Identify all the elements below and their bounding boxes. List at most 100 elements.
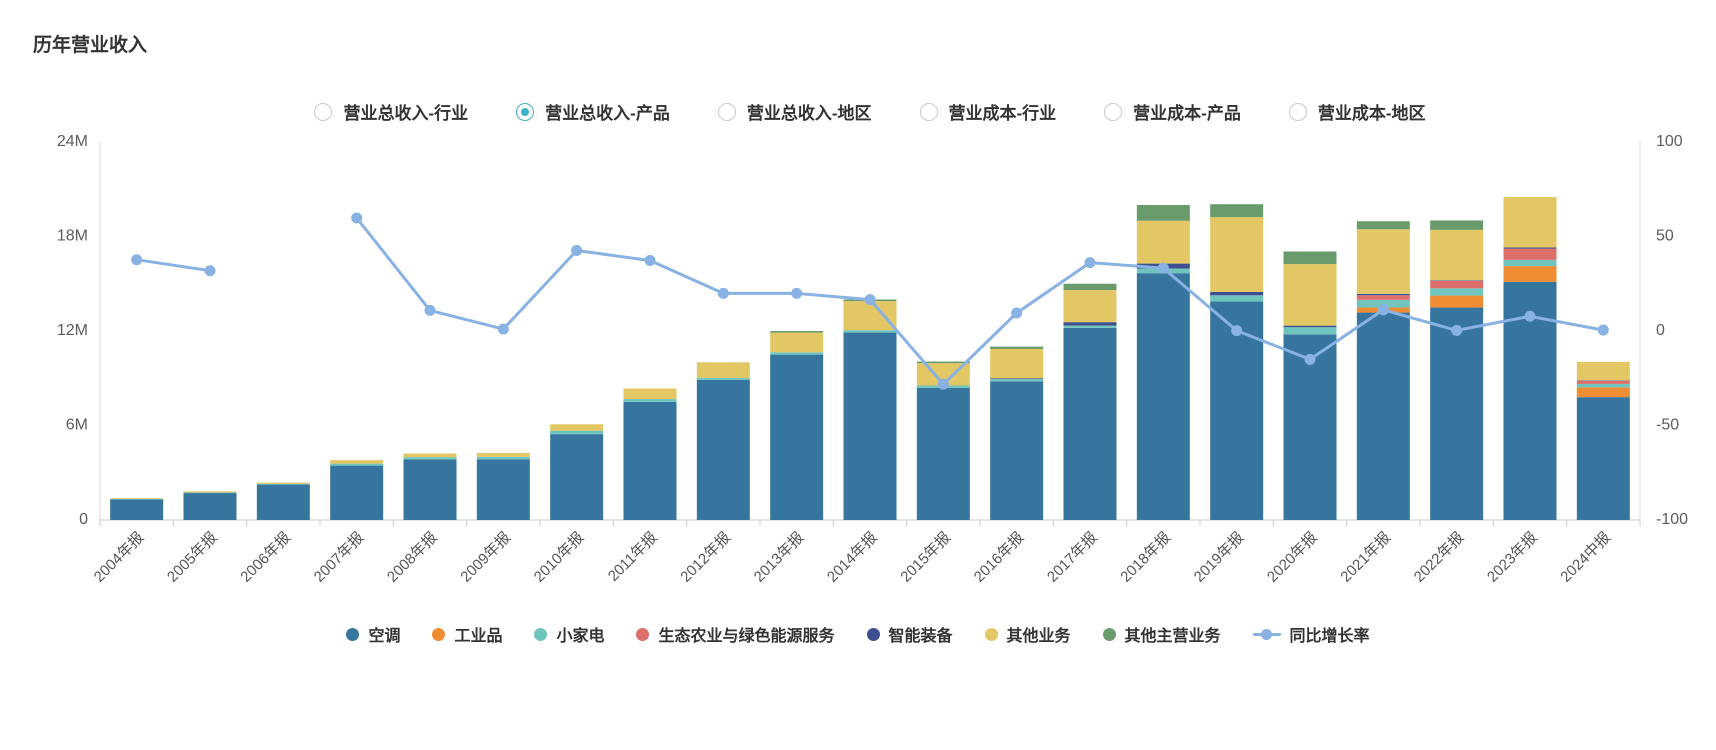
- growth-rate-point: [351, 212, 363, 224]
- bar-segment: [476, 452, 530, 457]
- x-axis-category-label: 2011年报: [605, 529, 661, 585]
- bar-segment: [110, 499, 164, 520]
- growth-rate-point: [1231, 325, 1243, 337]
- bar-segment: [916, 387, 970, 520]
- legend-swatch-icon: [346, 627, 360, 641]
- bar-segment: [1063, 325, 1117, 328]
- growth-rate-point: [571, 244, 583, 256]
- legend-label: 智能装备: [888, 628, 953, 645]
- bar-segment: [183, 492, 237, 494]
- bar-segment: [403, 459, 457, 520]
- legend-item-7[interactable]: 同比增长率: [1252, 622, 1370, 646]
- growth-rate-point: [424, 304, 436, 316]
- bar-segment: [330, 465, 384, 520]
- growth-rate-point: [1084, 257, 1096, 269]
- bar-segment: [256, 483, 310, 485]
- legend-item-1[interactable]: 工业品: [432, 622, 502, 646]
- legend-item-5[interactable]: 其他业务: [984, 622, 1071, 646]
- radio-unselected-icon[interactable]: [1104, 102, 1123, 121]
- legend-label: 空调: [368, 628, 401, 645]
- bar-segment: [330, 460, 384, 464]
- radio-option-0[interactable]: 营业总收入-行业: [314, 99, 468, 124]
- radio-option-label: 营业成本-地区: [1317, 104, 1426, 123]
- bar-segment: [1283, 251, 1337, 265]
- x-axis-category-label: 2020年报: [1264, 529, 1321, 586]
- growth-rate-point: [864, 294, 876, 306]
- legend-item-2[interactable]: 小家电: [534, 622, 604, 646]
- growth-rate-point: [644, 255, 656, 267]
- legend-item-3[interactable]: 生态农业与绿色能源服务: [636, 622, 835, 646]
- legend-line-icon: [1252, 628, 1281, 640]
- bar-segment: [476, 456, 530, 460]
- growth-rate-point: [1524, 310, 1536, 322]
- bar-segment: [1356, 221, 1410, 230]
- x-axis-category-label: 2007年报: [311, 529, 368, 586]
- bar-segment: [1430, 229, 1484, 281]
- radio-option-5[interactable]: 营业成本-地区: [1288, 99, 1426, 124]
- bar-segment: [990, 378, 1044, 380]
- bar-segment: [1576, 380, 1630, 384]
- bar-segment: [550, 434, 604, 520]
- bar-segment: [1503, 248, 1557, 260]
- bar-segment: [1430, 280, 1484, 281]
- x-axis-category-label: 2006年报: [237, 529, 294, 586]
- legend-label: 工业品: [454, 628, 503, 645]
- legend-item-6[interactable]: 其他主营业务: [1102, 622, 1221, 646]
- bar-segment: [1136, 273, 1190, 520]
- bar-segment: [916, 361, 970, 364]
- legend-item-4[interactable]: 智能装备: [866, 622, 953, 646]
- radio-option-2[interactable]: 营业总收入-地区: [717, 99, 872, 124]
- legend-label: 同比增长率: [1289, 628, 1370, 645]
- bar-segment: [623, 401, 677, 520]
- legend-line-dot-icon: [1260, 628, 1272, 640]
- left-axis-tick-label: 18M: [57, 228, 88, 245]
- x-axis-category-label: 2009年报: [457, 529, 514, 586]
- x-axis-category-label: 2014年报: [824, 529, 881, 586]
- bar-segment: [1576, 383, 1630, 388]
- bar-segment: [696, 377, 750, 380]
- growth-rate-point: [1377, 304, 1389, 316]
- growth-rate-point: [1157, 262, 1169, 274]
- growth-rate-point: [937, 378, 949, 390]
- radio-selected-icon[interactable]: [516, 102, 535, 121]
- growth-rate-point: [1597, 324, 1609, 336]
- growth-rate-line: [135, 216, 1605, 386]
- bar-segment: [696, 379, 750, 520]
- growth-rate-point: [791, 287, 803, 299]
- legend-swatch-icon: [984, 627, 998, 641]
- x-axis-category-label: 2012年报: [677, 529, 734, 586]
- radio-option-label: 营业总收入-地区: [746, 104, 872, 123]
- bar-segment: [1356, 312, 1410, 520]
- x-axis-category-label: 2004年报: [91, 529, 148, 586]
- right-axis-tick-label: 100: [1656, 133, 1683, 150]
- radio-unselected-icon[interactable]: [919, 102, 938, 121]
- radio-unselected-icon[interactable]: [314, 102, 333, 121]
- growth-rate-point: [717, 287, 729, 299]
- legend-label: 其他主营业务: [1124, 628, 1221, 645]
- bar-segment: [1063, 327, 1117, 520]
- radio-option-1[interactable]: 营业总收入-产品: [516, 99, 670, 124]
- radio-unselected-icon[interactable]: [717, 102, 736, 121]
- radio-unselected-icon[interactable]: [1288, 102, 1307, 121]
- legend-swatch-icon: [1102, 627, 1116, 641]
- bar-segment: [1430, 220, 1484, 230]
- legend-item-0[interactable]: 空调: [346, 622, 400, 646]
- radio-option-3[interactable]: 营业成本-行业: [919, 99, 1056, 124]
- left-axis-tick-label: 0: [79, 511, 88, 528]
- bar-segment: [1283, 334, 1337, 520]
- x-axis-category-label: 2019年报: [1191, 529, 1248, 586]
- bar-segment: [1283, 264, 1337, 326]
- bar-segment: [843, 301, 897, 331]
- bar-segment: [550, 424, 604, 431]
- radio-option-label: 营业总收入-行业: [343, 104, 469, 123]
- radio-option-4[interactable]: 营业成本-产品: [1104, 99, 1241, 124]
- bar-segment: [843, 332, 897, 520]
- growth-rate-point: [1304, 353, 1316, 365]
- bar-segment: [990, 381, 1044, 520]
- right-axis-tick-label: 0: [1656, 322, 1665, 339]
- bar-segment: [623, 399, 677, 402]
- bar-segment: [1136, 205, 1190, 221]
- x-axis-category-label: 2017年报: [1044, 529, 1101, 586]
- bar-segment: [403, 457, 457, 460]
- radio-group: 营业总收入-行业 营业总收入-产品 营业总收入-地区 营业成本-行业 营业成本-产品 营业…: [100, 99, 1640, 124]
